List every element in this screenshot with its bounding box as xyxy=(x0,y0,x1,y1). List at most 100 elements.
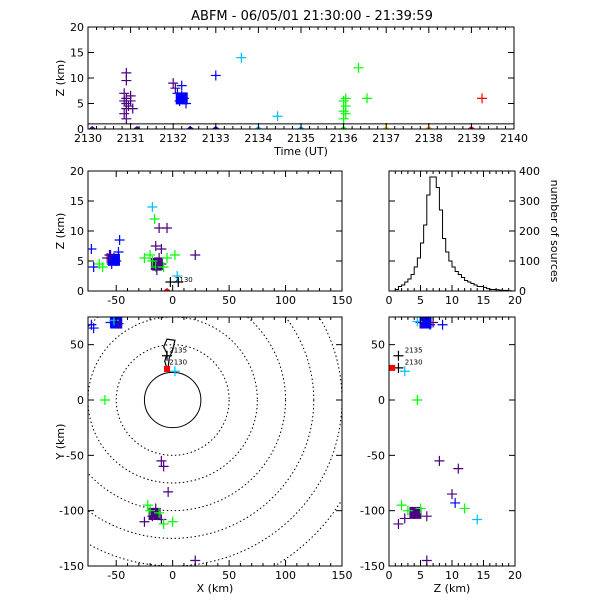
source-point xyxy=(169,250,180,260)
y-tick-label: 20 xyxy=(70,165,84,178)
source-point xyxy=(178,93,189,104)
source-point xyxy=(156,244,167,254)
source-point xyxy=(121,113,132,124)
axes-frame xyxy=(87,316,343,567)
source-point xyxy=(168,78,179,89)
source-point xyxy=(123,101,134,112)
x-tick-label: 50 xyxy=(222,294,236,307)
y-tick-label: 0 xyxy=(378,394,385,407)
x-tick-label: 0 xyxy=(169,294,176,307)
y-tick-label: 10 xyxy=(70,225,84,238)
x-tick-label: 0 xyxy=(386,569,393,582)
source-point xyxy=(477,93,488,104)
source-point xyxy=(121,75,132,86)
source-point xyxy=(106,259,117,269)
flash-marker xyxy=(389,364,396,371)
source-point xyxy=(399,366,410,377)
source-point xyxy=(340,108,351,119)
y-axis-label: Z (km) xyxy=(54,60,67,97)
plot-area-x-z: 2130 xyxy=(88,202,201,291)
source-point xyxy=(172,88,183,99)
y-tick-label: -50 xyxy=(66,449,84,462)
plot-area-time-height xyxy=(88,52,514,129)
source-point xyxy=(447,489,457,500)
time-annotation: 2130 xyxy=(175,276,193,284)
y-tick-label: 0 xyxy=(519,285,526,298)
source-point xyxy=(158,262,169,272)
source-point xyxy=(88,323,99,334)
source-point xyxy=(176,90,187,101)
source-point xyxy=(125,95,136,106)
source-point xyxy=(338,95,349,106)
y-tick-label: 100 xyxy=(519,255,540,268)
time-annotation: 2130 xyxy=(169,359,187,367)
y-tick-label: -150 xyxy=(59,560,84,573)
source-point xyxy=(190,250,201,260)
ground-marker xyxy=(163,288,172,291)
time-annotation: 2135 xyxy=(405,346,423,354)
source-point xyxy=(149,214,160,224)
y-tick-label: 0 xyxy=(77,285,84,298)
source-point xyxy=(174,95,185,106)
source-point xyxy=(151,265,162,275)
x-tick-label: -50 xyxy=(107,569,125,582)
source-point xyxy=(169,366,180,377)
x-axis-label: Time (UT) xyxy=(273,145,328,158)
x-tick-label: 10 xyxy=(445,294,459,307)
axes-frame xyxy=(388,170,516,292)
source-point xyxy=(236,52,247,63)
source-cluster xyxy=(409,506,422,519)
source-point xyxy=(437,319,448,330)
source-point xyxy=(142,500,153,511)
source-point xyxy=(158,518,169,529)
x-tick-label: 10 xyxy=(445,569,459,582)
x-tick-label: 2133 xyxy=(202,132,230,145)
x-tick-label: -50 xyxy=(107,294,125,307)
range-ring xyxy=(273,498,342,566)
x-tick-label: 15 xyxy=(477,569,491,582)
range-ring xyxy=(88,317,258,484)
source-point xyxy=(173,277,184,287)
x-tick-label: 0 xyxy=(169,569,176,582)
x-tick-label: 100 xyxy=(275,294,296,307)
x-tick-label: 150 xyxy=(332,294,353,307)
source-point xyxy=(145,505,156,516)
source-point xyxy=(434,455,445,466)
x-tick-label: 5 xyxy=(417,569,424,582)
figure-title: ABFM - 06/05/01 21:30:00 - 21:39:59 xyxy=(191,9,433,24)
source-point xyxy=(172,271,183,281)
source-point xyxy=(147,202,158,212)
source-point xyxy=(362,93,373,104)
x-tick-label: 0 xyxy=(386,294,393,307)
y-tick-label: 200 xyxy=(519,225,540,238)
x-tick-label: 100 xyxy=(275,569,296,582)
x-tick-label: 15 xyxy=(477,294,491,307)
source-point xyxy=(145,250,156,260)
range-ring xyxy=(143,371,202,429)
source-point xyxy=(453,463,464,474)
histogram-step xyxy=(389,176,515,291)
source-point xyxy=(139,253,150,263)
x-tick-label: 20 xyxy=(508,569,522,582)
range-ring xyxy=(88,317,315,539)
source-point xyxy=(147,256,158,266)
source-point xyxy=(162,223,173,233)
y-tick-label: 5 xyxy=(77,98,84,111)
source-point xyxy=(154,507,165,518)
x-tick-label: 2138 xyxy=(415,132,443,145)
source-point xyxy=(150,241,161,251)
y-axis-label: Z (km) xyxy=(54,213,67,250)
source-point xyxy=(210,70,221,81)
source-point xyxy=(402,505,413,516)
y-tick-label: 10 xyxy=(70,72,84,85)
plot-area-z-y: 2135 2130 xyxy=(389,317,483,566)
y-tick-label: 15 xyxy=(70,47,84,60)
source-point xyxy=(104,250,115,260)
x-tick-label: 2137 xyxy=(372,132,400,145)
source-point xyxy=(114,235,125,245)
source-point xyxy=(472,514,483,525)
y-tick-label: 0 xyxy=(77,394,84,407)
source-point xyxy=(396,500,407,511)
